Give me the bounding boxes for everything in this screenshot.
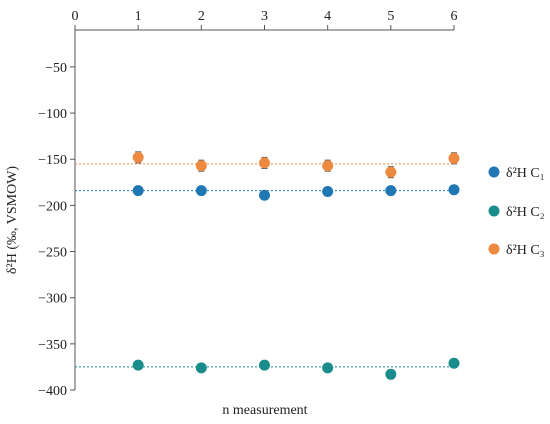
legend: δ²H C₁ δ²H C₂ δ²H C₃ xyxy=(488,166,545,258)
data-point xyxy=(322,186,334,198)
data-point xyxy=(322,160,334,172)
legend-label: δ²H C₁ xyxy=(506,166,545,181)
data-point xyxy=(448,152,460,164)
y-tick-label: −400 xyxy=(38,384,67,399)
data-point xyxy=(195,185,207,197)
data-point xyxy=(385,185,397,197)
y-tick-label: −100 xyxy=(38,107,67,122)
data-point xyxy=(259,359,270,371)
data-point xyxy=(259,157,270,169)
axes: 0 1 2 3 4 5 6 −50 −100 −150 −200 −250 −300 −350 −400 xyxy=(38,9,457,399)
x-tick-label: 0 xyxy=(72,9,79,24)
y-tick-label: −50 xyxy=(45,61,67,76)
data-point xyxy=(259,189,270,201)
x-tick-label: 4 xyxy=(324,9,331,24)
y-tick-label: −350 xyxy=(38,338,67,353)
data-point xyxy=(448,357,460,369)
x-axis-title: n measurement xyxy=(222,403,307,418)
legend-marker xyxy=(488,205,500,217)
x-tick-label: 2 xyxy=(198,9,205,24)
y-axis-title: δ²H (‰, VSMOW) xyxy=(5,166,20,274)
x-tick-label: 6 xyxy=(451,9,458,24)
data-point xyxy=(448,184,460,196)
y-tick-label: −150 xyxy=(38,153,67,168)
legend-marker xyxy=(488,243,500,255)
x-tick-label: 5 xyxy=(387,9,394,24)
legend-label: δ²H C₂ xyxy=(506,205,545,220)
x-tick-label: 1 xyxy=(135,9,142,24)
data-point xyxy=(195,160,207,172)
legend-label: δ²H C₃ xyxy=(506,243,545,258)
data-point xyxy=(322,362,334,374)
data-point xyxy=(385,166,397,178)
data-point xyxy=(195,362,207,374)
legend-marker xyxy=(488,166,500,178)
y-tick-label: −300 xyxy=(38,292,67,307)
data-point xyxy=(132,185,144,197)
data-point xyxy=(132,359,144,371)
data-point xyxy=(385,368,397,380)
y-tick-label: −200 xyxy=(38,199,67,214)
data-points xyxy=(132,151,460,380)
data-point xyxy=(132,151,144,163)
y-tick-label: −250 xyxy=(38,246,67,261)
x-tick-label: 3 xyxy=(261,9,268,24)
